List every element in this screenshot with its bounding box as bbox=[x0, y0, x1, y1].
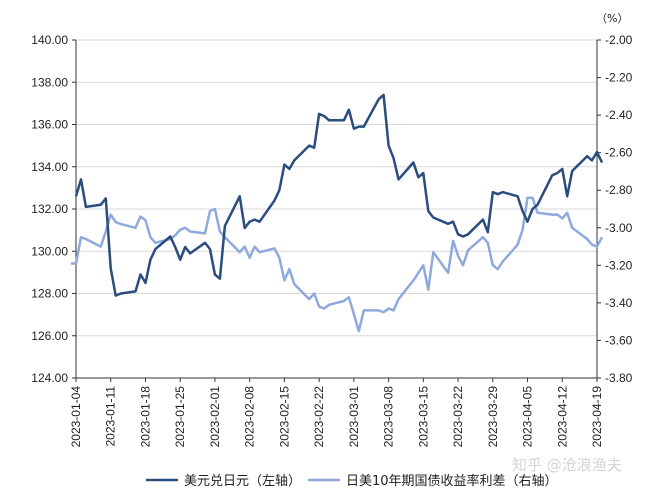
left-tick-label: 130.00 bbox=[31, 244, 68, 258]
right-tick-label: -2.80 bbox=[605, 183, 633, 197]
watermark: 知乎 @沧浪渔夫 bbox=[512, 456, 622, 474]
x-tick-label: 2023-03-08 bbox=[382, 386, 396, 448]
left-tick-label: 132.00 bbox=[31, 202, 68, 216]
x-tick-label: 2023-02-01 bbox=[208, 386, 222, 448]
x-tick-label: 2023-03-01 bbox=[347, 386, 361, 448]
x-tick-label: 2023-04-05 bbox=[521, 386, 535, 448]
legend-label-spread: 日美10年期国债收益率利差（右轴） bbox=[346, 473, 558, 489]
x-tick-label: 2023-04-12 bbox=[555, 386, 569, 448]
left-tick-label: 134.00 bbox=[31, 160, 68, 174]
left-tick-label: 128.00 bbox=[31, 287, 68, 301]
right-axis-ticks: -3.80 -3.60 -3.40 -3.20 -3.00 -2.80 -2.60 -2.40… bbox=[605, 33, 633, 385]
right-tick-label: -2.00 bbox=[605, 33, 633, 47]
left-tick-label: 140.00 bbox=[31, 33, 68, 47]
legend-label-usdjpy: 美元兑日元（左轴） bbox=[184, 474, 301, 489]
legend: 美元兑日元（左轴） 日美10年期国债收益率利差（右轴） bbox=[146, 473, 558, 489]
x-tick-label: 2023-03-15 bbox=[416, 386, 430, 448]
right-tick-label: -3.20 bbox=[605, 258, 633, 272]
x-tick-label: 2023-01-18 bbox=[138, 386, 152, 448]
left-axis-ticks: 124.00 126.00 128.00 130.00 132.00 134.00 136.… bbox=[31, 33, 68, 385]
right-tick-label: -3.80 bbox=[605, 371, 633, 385]
left-tick-label: 136.00 bbox=[31, 118, 68, 132]
x-tick-label: 2023-03-29 bbox=[486, 386, 500, 448]
right-tick-label: -3.60 bbox=[605, 333, 633, 347]
x-tick-label: 2023-01-04 bbox=[69, 386, 83, 448]
x-axis-ticks: 2023-01-04 2023-01-11 2023-01-18 2023-01-25… bbox=[69, 386, 604, 448]
right-tick-label: -3.40 bbox=[605, 296, 633, 310]
left-tick-label: 138.00 bbox=[31, 75, 68, 89]
series-line-yield-spread bbox=[71, 196, 604, 333]
right-tick-label: -2.60 bbox=[605, 146, 633, 160]
right-axis-unit: （%） bbox=[596, 12, 628, 25]
series-line-usdjpy bbox=[74, 93, 604, 297]
x-tick-label: 2023-02-08 bbox=[243, 386, 257, 448]
axes bbox=[72, 39, 601, 382]
right-tick-label: -2.20 bbox=[605, 71, 633, 85]
left-tick-label: 124.00 bbox=[31, 371, 68, 385]
right-tick-label: -2.40 bbox=[605, 108, 633, 122]
series-lines bbox=[71, 93, 604, 333]
left-tick-label: 126.00 bbox=[31, 329, 68, 343]
right-tick-label: -3.00 bbox=[605, 221, 633, 235]
x-tick-label: 2023-02-15 bbox=[277, 386, 291, 448]
x-tick-label: 2023-01-11 bbox=[104, 386, 118, 447]
x-tick-label: 2023-02-22 bbox=[312, 386, 326, 448]
x-tick-label: 2023-01-25 bbox=[173, 386, 187, 448]
x-tick-label: 2023-03-22 bbox=[451, 386, 465, 448]
x-tick-label: 2023-04-19 bbox=[590, 386, 604, 448]
gridlines bbox=[76, 39, 597, 337]
